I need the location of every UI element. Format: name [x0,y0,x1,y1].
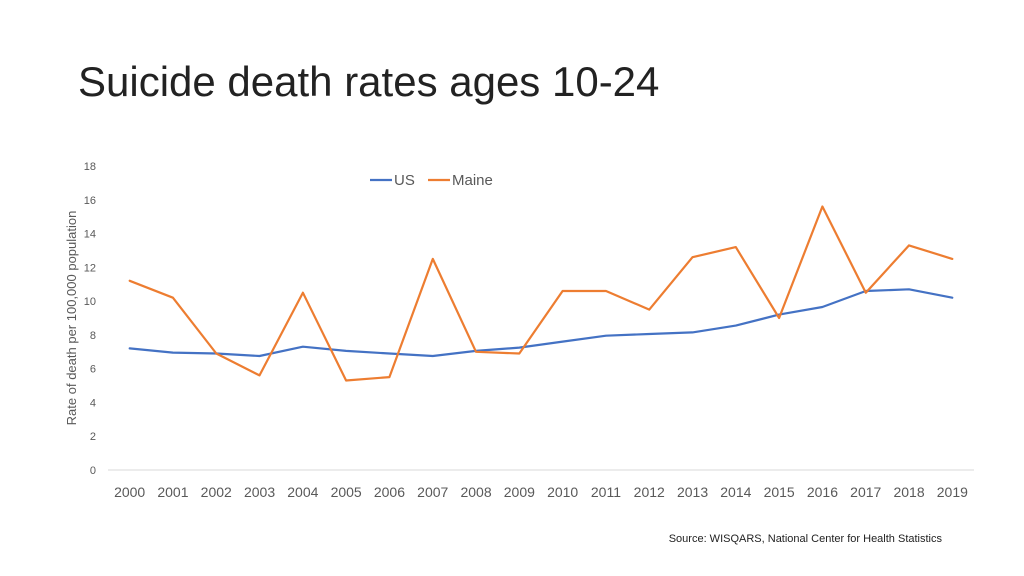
x-tick-label: 2008 [460,484,491,500]
y-tick-label: 2 [90,431,96,443]
y-tick-label: 12 [84,262,96,274]
y-tick-label: 0 [90,465,96,477]
x-tick-label: 2012 [634,484,665,500]
y-tick-label: 6 [90,364,96,376]
series-line-maine [128,205,954,382]
series-line-us [128,288,954,358]
x-tick-label: 2018 [893,484,924,500]
y-tick-label: 18 [84,161,96,173]
x-tick-label: 2011 [591,484,621,500]
x-tick-label: 2006 [374,484,405,500]
series-lines [128,205,954,382]
y-tick-label: 14 [84,229,96,241]
chart-legend: US Maine [370,172,493,189]
x-tick-label: 2003 [244,484,275,500]
y-axis-ticks: 0 2 4 6 8 10 12 14 16 18 [84,161,96,477]
y-tick-label: 16 [84,195,96,207]
x-tick-label: 2004 [287,484,318,500]
x-tick-label: 2014 [720,484,751,500]
x-tick-label: 2019 [937,484,968,500]
x-tick-label: 2015 [764,484,795,500]
x-tick-label: 2000 [114,484,145,500]
legend-label-us: US [394,172,415,189]
x-tick-label: 2009 [504,484,535,500]
source-note: Source: WISQARS, National Center for Hea… [668,533,942,545]
x-tick-label: 2013 [677,484,708,500]
x-tick-label: 2017 [850,484,881,500]
x-tick-label: 2010 [547,484,578,500]
x-tick-label: 2001 [157,484,188,500]
slide-title: Suicide death rates ages 10-24 [78,58,660,105]
y-axis-label: Rate of death per 100,000 population [64,211,79,426]
y-tick-label: 8 [90,330,96,342]
x-tick-label: 2005 [331,484,362,500]
y-tick-label: 10 [84,296,96,308]
x-axis-ticks: 2000 2001 2002 2003 2004 2005 2006 2007 2008 2009… [114,484,968,500]
legend-label-maine: Maine [452,172,493,189]
y-tick-label: 4 [90,397,96,409]
x-tick-label: 2016 [807,484,838,500]
x-tick-label: 2007 [417,484,448,500]
x-tick-label: 2002 [201,484,232,500]
